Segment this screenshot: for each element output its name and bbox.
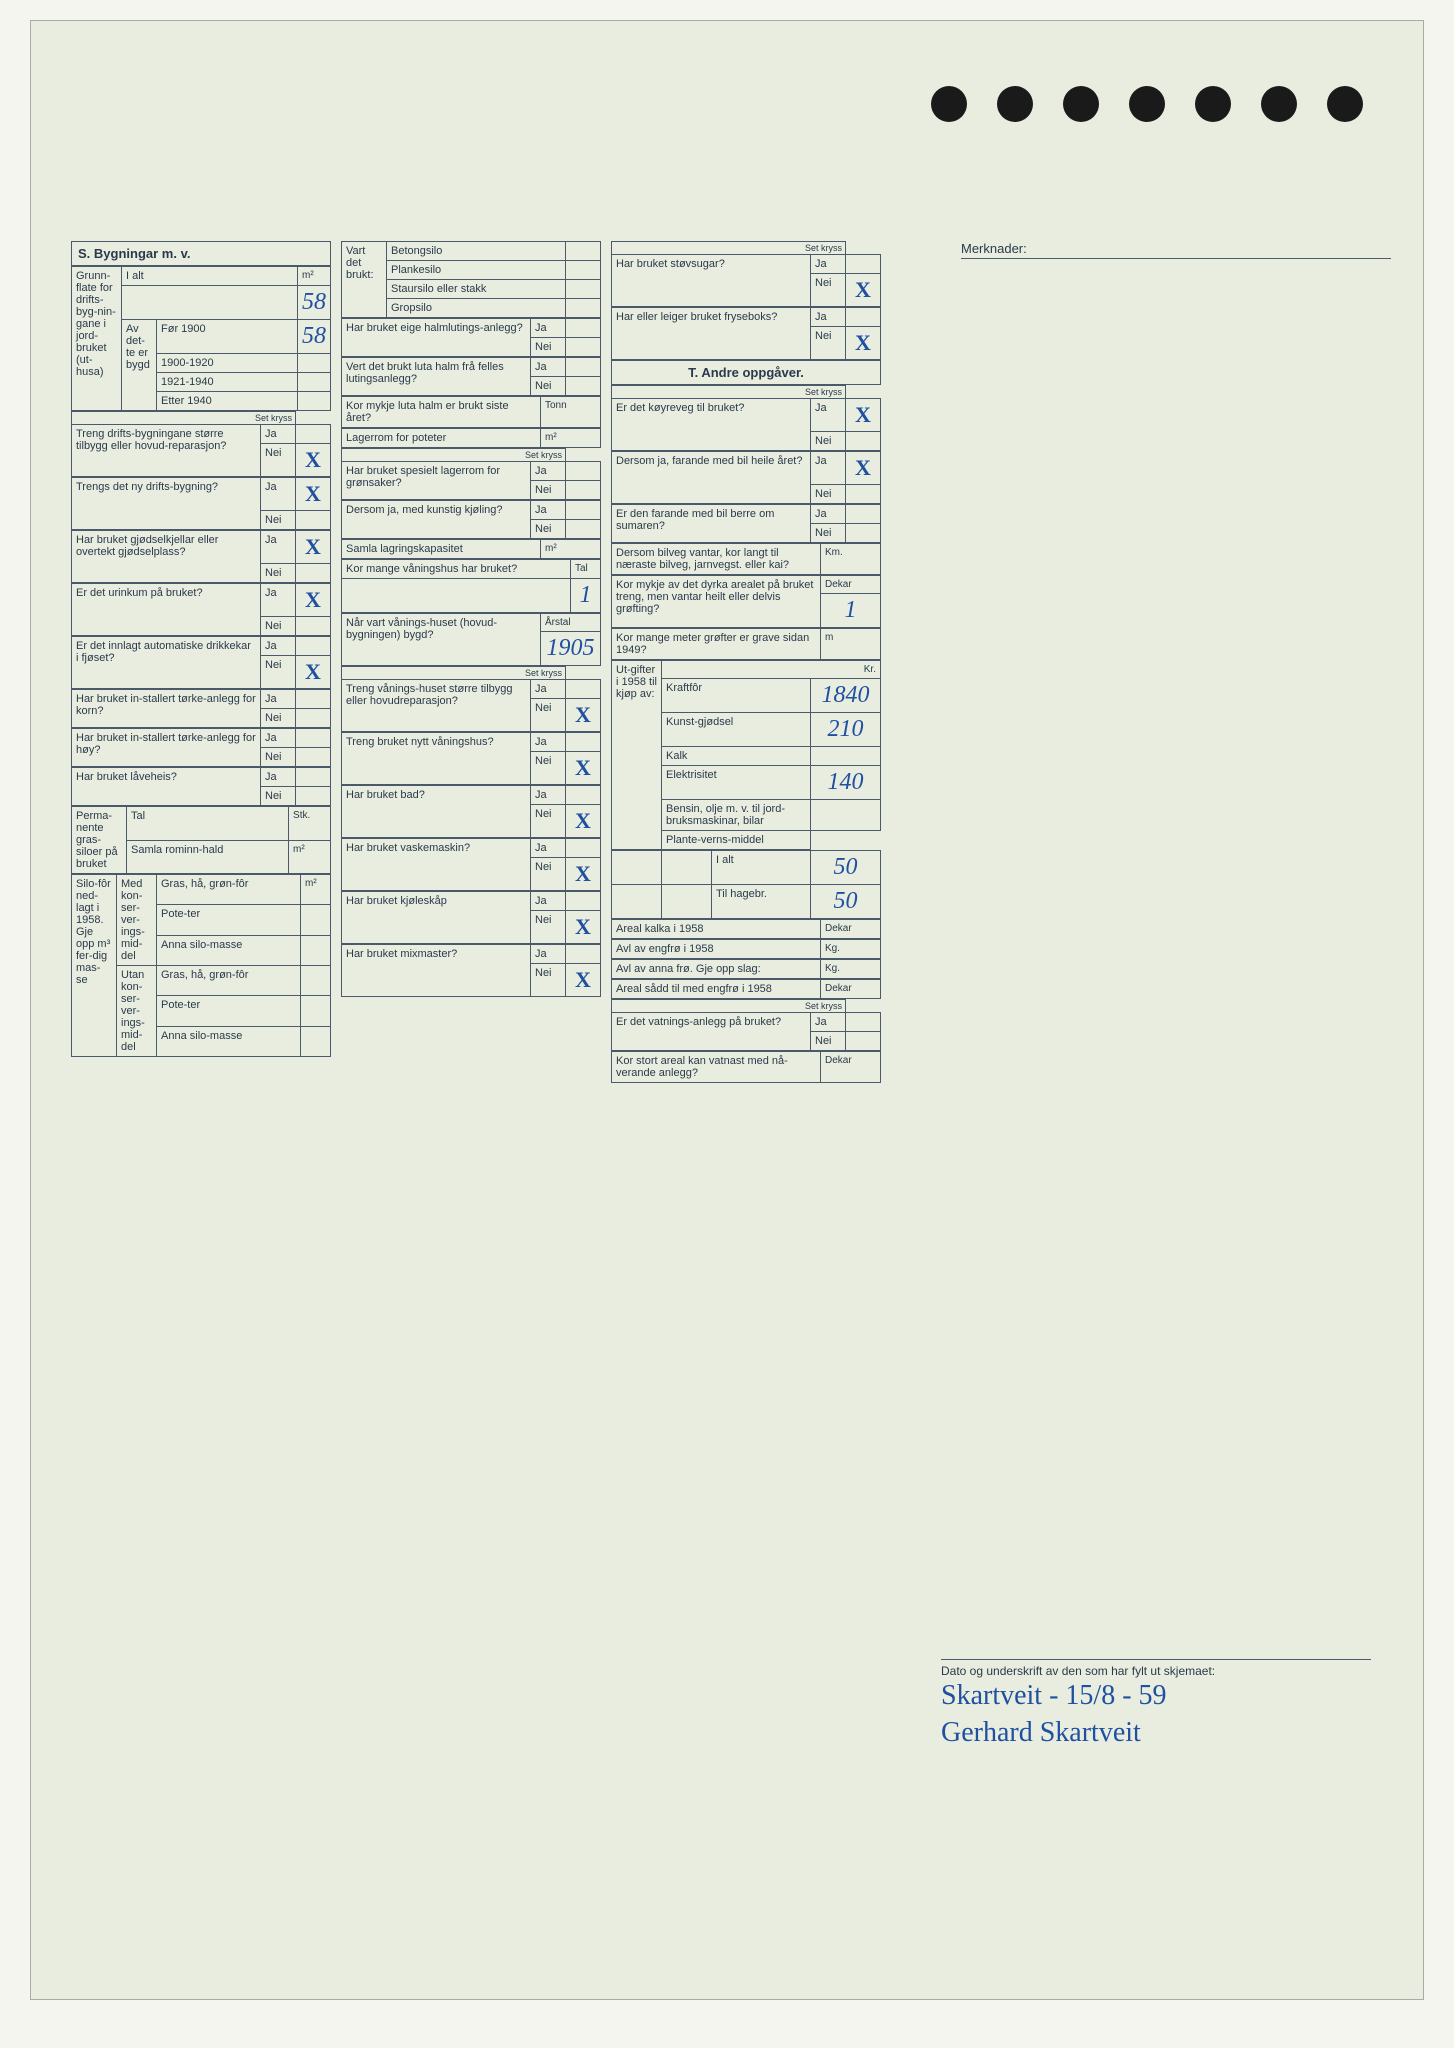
column-2: Vart det brukt: Betongsilo Plankesilo St… bbox=[341, 241, 601, 997]
q-farande: Dersom ja, farande med bil heile året? J… bbox=[611, 451, 881, 504]
merknader-section: Merknader: bbox=[961, 241, 1391, 259]
q-urinkum: Er det urinkum på bruket? JaX Nei bbox=[71, 583, 331, 636]
q-bilveg: Dersom bilveg vantar, kor langt til næra… bbox=[611, 543, 881, 575]
p1921-label: 1921-1940 bbox=[157, 373, 298, 392]
grunnflate-label: Grunn-flate for drifts-byg-nin-gane i jo… bbox=[72, 267, 122, 411]
q-kjoling: Dersom ja, med kunstig kjøling? Ja Nei bbox=[341, 500, 601, 539]
q-vask: Har bruket vaskemaskin? Ja NeiX bbox=[341, 838, 601, 891]
column-1: S. Bygningar m. v. Grunn-flate for drift… bbox=[71, 241, 331, 1057]
q-koyreveg: Set kryss Er det køyreveg til bruket? Ja… bbox=[611, 385, 881, 451]
q-sumaren: Er den farande med bil berre om sumaren?… bbox=[611, 504, 881, 543]
gjodsel-ja: X bbox=[296, 531, 331, 564]
q-stov: Set kryss Har bruket støvsugar? Ja NeiX bbox=[611, 241, 881, 307]
vart-brukt-table: Vart det brukt: Betongsilo Plankesilo St… bbox=[341, 241, 601, 318]
bad-nei: X bbox=[566, 805, 601, 838]
farande-ja: X bbox=[846, 452, 881, 485]
urinkum-ja: X bbox=[296, 584, 331, 617]
dato-label: Dato og underskrift av den som har fylt … bbox=[941, 1659, 1371, 1678]
signature-line-1: Skartveit - 15/8 - 59 bbox=[941, 1678, 1371, 1714]
punch-holes bbox=[931, 86, 1363, 122]
plantevern-sub: I alt50 Til hagebr.50 bbox=[611, 850, 881, 919]
q-torke-korn: Har bruket in-stallert tørke-anlegg for … bbox=[71, 689, 331, 728]
dyrka-value: 1 bbox=[821, 594, 881, 628]
q-nytt-vaning: Treng bruket nytt våningshus? Ja NeiX bbox=[341, 732, 601, 785]
q-grofter: Kor mange meter grøfter er grave sidan 1… bbox=[611, 628, 881, 660]
av-dette-label: Av det-te er bygd bbox=[122, 320, 157, 411]
q-mix: Har bruket mixmaster? Ja NeiX bbox=[341, 944, 601, 997]
kraftfor-value: 1840 bbox=[811, 679, 881, 713]
drikkekar-nei: X bbox=[296, 656, 331, 689]
tilhagebr-value: 50 bbox=[811, 885, 881, 919]
q-engfro: Avl av engfrø i 1958Kg. bbox=[611, 939, 881, 959]
q-kjol: Har bruket kjøleskåp Ja NeiX bbox=[341, 891, 601, 944]
q-vaningshus: Kor mange våningshus har bruket? Tal 1 bbox=[341, 559, 601, 613]
silofor-table: Silo-fôr ned-lagt i 1958. Gje opp m³ fer… bbox=[71, 874, 331, 1057]
vask-nei: X bbox=[566, 858, 601, 891]
section-s-title: S. Bygningar m. v. bbox=[71, 241, 331, 266]
q-vaning-aar: Når vart vånings-huset (hovud-bygningen)… bbox=[341, 613, 601, 666]
q-trengs-ny: Trengs det ny drifts-bygning? JaX Nei bbox=[71, 477, 331, 530]
q-kalka: Areal kalka i 1958Dekar bbox=[611, 919, 881, 939]
elektr-value: 140 bbox=[811, 766, 881, 800]
q-frys: Har eller leiger bruket fryseboks? Ja Ne… bbox=[611, 307, 881, 360]
q-bad: Har bruket bad? Ja NeiX bbox=[341, 785, 601, 838]
section-t-title: T. Andre oppgåver. bbox=[611, 360, 881, 385]
etter1940-label: Etter 1940 bbox=[157, 392, 298, 411]
q-drikkekar: Er det innlagt automatiske drikkekar i f… bbox=[71, 636, 331, 689]
kjol-nei: X bbox=[566, 911, 601, 944]
q-vatning: Set kryss Er det vatnings-anlegg på bruk… bbox=[611, 999, 881, 1051]
q-annafro: Avl av anna frø. Gje opp slag:Kg. bbox=[611, 959, 881, 979]
column-3: Set kryss Har bruket støvsugar? Ja NeiX … bbox=[611, 241, 881, 1083]
vaningshus-value: 1 bbox=[571, 579, 601, 613]
for1900-label: Før 1900 bbox=[157, 320, 298, 354]
q-vaning-tilbygg: Set kryss Treng vånings-huset større til… bbox=[341, 666, 601, 732]
q-vatnast: Kor stort areal kan vatnast med nå-veran… bbox=[611, 1051, 881, 1083]
q-laveheis: Har bruket låveheis? Ja Nei bbox=[71, 767, 331, 806]
q-lager-gron: Set kryss Har bruket spesielt lagerrom f… bbox=[341, 448, 601, 500]
q-dyrka: Kor mykje av det dyrka arealet på bruket… bbox=[611, 575, 881, 628]
koyreveg-ja: X bbox=[846, 399, 881, 432]
form-area: Merknader: S. Bygningar m. v. Grunn-flat… bbox=[71, 241, 1391, 1941]
nytt-vaning-nei: X bbox=[566, 752, 601, 785]
ialt-value: 58 bbox=[298, 286, 331, 320]
q-luta-halm: Vert det brukt luta halm frå felles luti… bbox=[341, 357, 601, 396]
mix-nei: X bbox=[566, 964, 601, 997]
perm-silo: Perma-nente gras-siloer på bruket TalStk… bbox=[71, 806, 331, 874]
ialt-value: 50 bbox=[811, 851, 881, 885]
stov-nei: X bbox=[846, 274, 881, 307]
p1900-label: 1900-1920 bbox=[157, 354, 298, 373]
q-treng-tilbygg: Set kryss Treng drifts-bygningane større… bbox=[71, 411, 331, 477]
trengs-ny-ja: X bbox=[296, 478, 331, 511]
q-samla-lagr: Samla lagringskapasitetm² bbox=[341, 539, 601, 559]
q-gjodsel: Har bruket gjødselkjellar eller overtekt… bbox=[71, 530, 331, 583]
q-lager-pot: Lagerrom for poteterm² bbox=[341, 428, 601, 448]
scanned-page: Merknader: S. Bygningar m. v. Grunn-flat… bbox=[30, 20, 1424, 2000]
q-mykje-luta: Kor mykje luta halm er brukt siste året?… bbox=[341, 396, 601, 428]
m2-label: m² bbox=[298, 267, 331, 286]
merknader-label: Merknader: bbox=[961, 241, 1391, 259]
for1900-value: 58 bbox=[298, 320, 331, 354]
signature-area: Dato og underskrift av den som har fylt … bbox=[941, 1659, 1371, 1751]
kunstgj-value: 210 bbox=[811, 713, 881, 747]
vaning-aar-value: 1905 bbox=[541, 632, 601, 666]
frys-nei: X bbox=[846, 327, 881, 360]
q-sadd-engfro: Areal sådd til med engfrø i 1958Dekar bbox=[611, 979, 881, 999]
q-halmlut: Har bruket eige halmlutings-anlegg? Ja N… bbox=[341, 318, 601, 357]
signature-line-2: Gerhard Skartveit bbox=[941, 1715, 1371, 1751]
grunnflate-table: Grunn-flate for drifts-byg-nin-gane i jo… bbox=[71, 266, 331, 411]
treng-tilbygg-nei: X bbox=[296, 444, 331, 477]
vaning-tilbygg-nei: X bbox=[566, 699, 601, 732]
utgifter-table: Ut-gifter i 1958 til kjøp av: Kr. Kraftf… bbox=[611, 660, 881, 850]
q-torke-hoy: Har bruket in-stallert tørke-anlegg for … bbox=[71, 728, 331, 767]
ialt-label: I alt bbox=[122, 267, 298, 286]
